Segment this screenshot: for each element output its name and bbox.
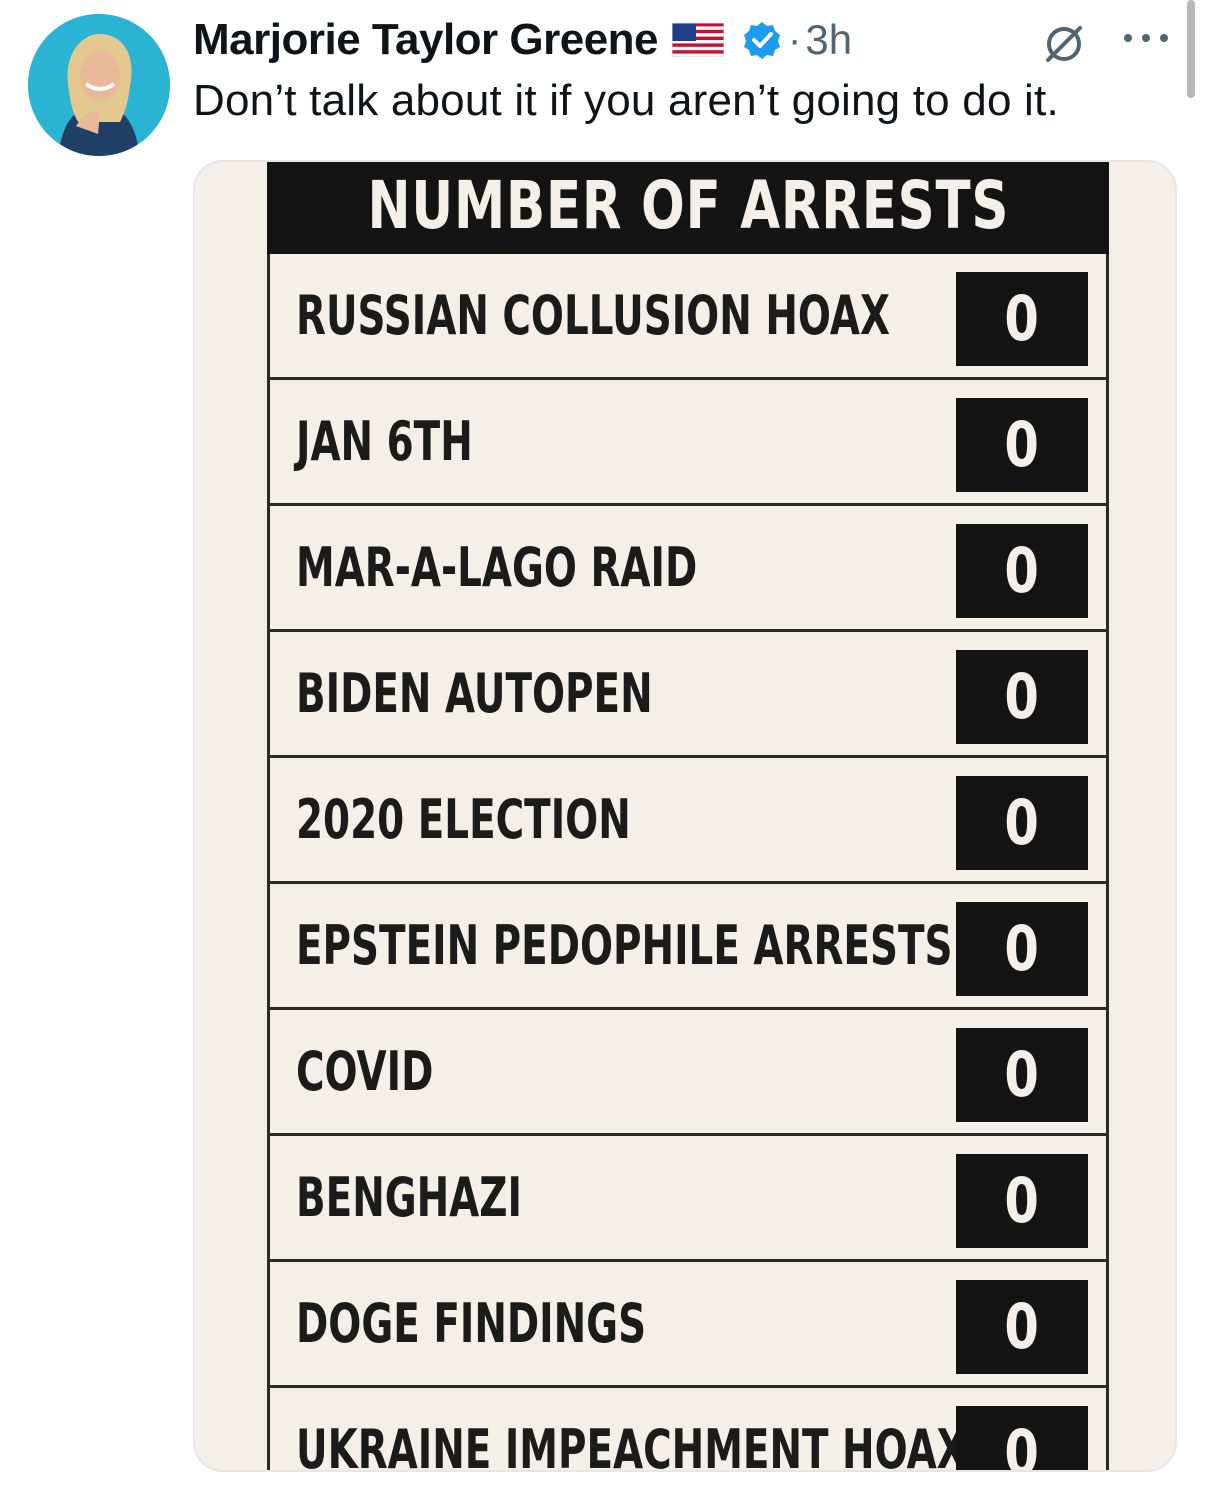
board-row-count: 0 [956,1280,1088,1374]
board-row-label: UKRAINE IMPEACHMENT HOAX [296,1418,967,1472]
board-row-count: 0 [956,902,1088,996]
avatar[interactable] [28,14,170,156]
grok-icon[interactable] [1040,20,1088,68]
board-row: RUSSIAN COLLUSION HOAX 0 [270,254,1106,380]
board-row-label: BIDEN AUTOPEN [296,662,653,725]
board-row-label: RUSSIAN COLLUSION HOAX [296,284,890,347]
board-row-count-value: 0 [1004,408,1040,481]
scrollbar[interactable] [1187,0,1195,98]
board-title: NUMBER OF ARRESTS [267,162,1109,254]
board-row-label: COVID [296,1040,434,1103]
timestamp[interactable]: 3h [805,16,853,63]
board-row-count: 0 [956,1028,1088,1122]
board-row-count: 0 [956,650,1088,744]
verified-badge-icon[interactable] [742,20,782,60]
board-row: DOGE FINDINGS 0 [270,1262,1106,1388]
board-row-count-value: 0 [1004,1290,1040,1363]
separator-dot: · [788,17,802,62]
author-name[interactable]: Marjorie Taylor Greene [193,15,659,64]
board-row-count: 0 [956,524,1088,618]
board-row-count-value: 0 [1004,1038,1040,1111]
board-row-count-value: 0 [1004,786,1040,859]
avatar-image [28,14,170,156]
board-row-count-value: 0 [1004,1416,1040,1472]
us-flag-icon [672,23,725,57]
board-row-count: 0 [956,1406,1088,1472]
board-row-label: DOGE FINDINGS [296,1292,647,1355]
board-row: UKRAINE IMPEACHMENT HOAX 0 [270,1388,1106,1472]
board-rows: RUSSIAN COLLUSION HOAX 0 JAN 6TH 0 MAR-A-LAG… [267,254,1109,1472]
board-row: JAN 6TH 0 [270,380,1106,506]
board-row-count: 0 [956,272,1088,366]
board-row-count-value: 0 [1004,660,1040,733]
board-row-count-value: 0 [1004,1164,1040,1237]
board-title-text: NUMBER OF ARRESTS [367,167,1009,244]
board-row-label: JAN 6TH [296,410,473,473]
board-row-label: 2020 ELECTION [296,788,631,851]
board-row-count-value: 0 [1004,912,1040,985]
board-row: BIDEN AUTOPEN 0 [270,632,1106,758]
board-row-label: BENGHAZI [296,1166,522,1229]
board-row-label: EPSTEIN PEDOPHILE ARRESTS [296,914,953,977]
board-row: COVID 0 [270,1010,1106,1136]
board-row-count: 0 [956,1154,1088,1248]
board-row-count: 0 [956,776,1088,870]
board-row-count-value: 0 [1004,534,1040,607]
post-media-image[interactable]: NUMBER OF ARRESTS RUSSIAN COLLUSION HOAX… [193,160,1177,1472]
board-row: 2020 ELECTION 0 [270,758,1106,884]
board-row: BENGHAZI 0 [270,1136,1106,1262]
board-row-count-value: 0 [1004,282,1040,355]
more-options-icon[interactable] [1118,24,1174,52]
post-text: Don’t talk about it if you aren’t going … [193,76,1059,125]
board-row: EPSTEIN PEDOPHILE ARRESTS 0 [270,884,1106,1010]
board-row-count: 0 [956,398,1088,492]
post-header: Marjorie Taylor Greene · 3h [193,12,852,68]
board-row-label: MAR-A-LAGO RAID [296,536,698,599]
board-row: MAR-A-LAGO RAID 0 [270,506,1106,632]
arrests-board: NUMBER OF ARRESTS RUSSIAN COLLUSION HOAX… [267,162,1109,1472]
